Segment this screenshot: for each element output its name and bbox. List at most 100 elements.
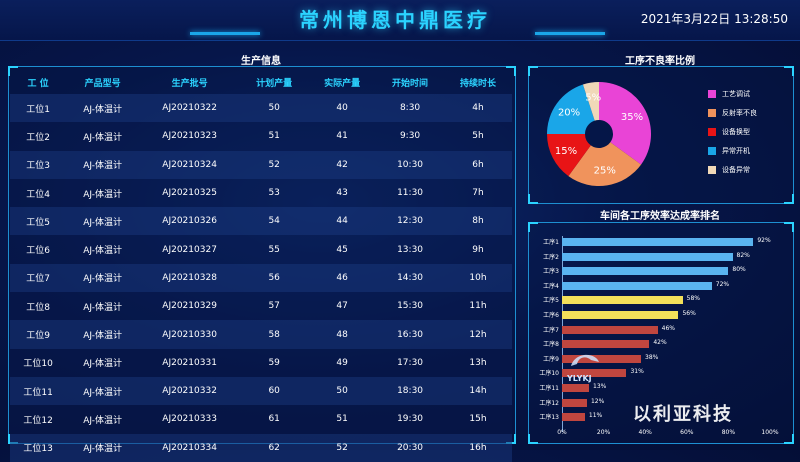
table-cell: 工位8 (10, 292, 67, 321)
table-cell: 16h (444, 433, 512, 462)
column-header: 实际产量 (324, 78, 361, 89)
column-header: 生产批号 (171, 78, 208, 89)
table-cell: 13h (444, 348, 512, 377)
table-row: 工位1 AJ-体温计 AJ20210322 50 40 8:30 4h (10, 94, 512, 123)
table-cell: 50 (308, 376, 377, 406)
table-cell: 41 (308, 122, 377, 151)
bar-8 (562, 340, 650, 349)
legend-label: 反射率不良 (722, 109, 757, 117)
bar-category-label: 工序8 (543, 341, 559, 349)
bar-data-label: 58% (686, 295, 700, 303)
legend-item: 工艺调试 (708, 89, 750, 99)
x-axis-tick-label: 20% (596, 429, 611, 436)
bar-data-label: 80% (732, 266, 746, 274)
defect-ratio-panel (528, 66, 794, 204)
company-logo-text: YLYKJ (567, 374, 592, 383)
table-cell: 工位11 (10, 376, 67, 406)
table-cell: 60 (240, 376, 309, 406)
table-cell: 15h (444, 405, 512, 434)
table-cell: 49 (308, 348, 377, 377)
table-row: 工位3 AJ-体温计 AJ20210324 52 42 10:30 6h (10, 150, 512, 179)
bar-category-label: 工序3 (543, 268, 559, 276)
table-cell: 5h (444, 122, 512, 151)
table-cell: AJ20210325 (139, 178, 241, 208)
x-axis-tick-label: 0% (557, 429, 567, 436)
bar-data-label: 31% (630, 368, 644, 376)
table-cell: 48 (308, 320, 377, 349)
table-cell: 4h (444, 94, 512, 123)
table-cell: 20:30 (376, 433, 445, 462)
bar-category-label: 工序10 (539, 370, 559, 378)
table-row: 工位2 AJ-体温计 AJ20210323 51 41 9:30 5h (10, 122, 512, 151)
efficiency-ranking-title: 车间各工序效率达成率排名 (600, 211, 720, 222)
table-row: 工位7 AJ-体温计 AJ20210328 56 46 14:30 10h (10, 263, 512, 293)
table-row: 工位10 AJ-体温计 AJ20210331 59 49 17:30 13h (10, 348, 512, 377)
bar-category-label: 工序9 (543, 355, 559, 363)
table-cell: 14:30 (376, 263, 445, 293)
table-cell: AJ-体温计 (66, 94, 140, 123)
legend-item: 设备换型 (708, 127, 750, 137)
legend-swatch (708, 166, 716, 174)
table-cell: 61 (240, 405, 309, 434)
table-cell: AJ-体温计 (66, 292, 140, 321)
table-row: 工位11 AJ-体温计 AJ20210332 60 50 18:30 14h (10, 376, 512, 406)
table-cell: AJ-体温计 (66, 348, 140, 377)
table-cell: 9:30 (376, 122, 445, 151)
bar-category-label: 工序6 (543, 312, 559, 319)
production-panel-title: 生产信息 (241, 56, 281, 67)
bar-3 (562, 267, 729, 276)
table-row: 工位4 AJ-体温计 AJ20210325 53 43 11:30 7h (10, 178, 512, 208)
title-underline-left (190, 32, 260, 35)
bar-7 (562, 325, 658, 334)
table-cell: 工位4 (10, 178, 67, 208)
bar-1 (562, 238, 754, 246)
column-header: 产品型号 (84, 78, 121, 89)
table-cell: AJ-体温计 (66, 178, 140, 208)
table-cell: 10h (444, 263, 512, 293)
column-header: 开始时间 (392, 78, 429, 89)
defect-ratio-title: 工序不良率比例 (625, 56, 695, 67)
table-cell: AJ20210332 (139, 376, 241, 406)
bar-data-label: 82% (736, 251, 750, 259)
table-cell: AJ-体温计 (66, 235, 140, 264)
table-cell: 16:30 (376, 320, 445, 349)
table-cell: 59 (240, 348, 309, 377)
table-cell: 54 (240, 207, 309, 236)
table-cell: AJ-体温计 (66, 122, 140, 151)
legend-label: 异常开机 (722, 147, 750, 155)
table-row: 工位13 AJ-体温计 AJ20210334 62 52 20:30 16h (10, 433, 512, 462)
table-row: 工位5 AJ-体温计 AJ20210326 54 44 12:30 8h (10, 207, 512, 236)
bar-data-label: 13% (593, 383, 607, 390)
legend-swatch (708, 147, 716, 155)
table-cell: 42 (308, 150, 377, 179)
bar-5 (562, 296, 683, 305)
table-cell: 8:30 (376, 94, 445, 123)
y-axis-line (562, 236, 563, 432)
table-cell: 52 (240, 150, 309, 179)
table-cell: 45 (308, 235, 377, 264)
table-cell: 10:30 (376, 150, 445, 179)
table-cell: 47 (308, 292, 377, 321)
table-cell: AJ-体温计 (66, 207, 140, 236)
table-cell: 18:30 (376, 376, 445, 406)
table-row: 工位9 AJ-体温计 AJ20210330 58 48 16:30 12h (10, 320, 512, 349)
table-cell: 11h (444, 292, 512, 321)
bar-data-label: 12% (590, 397, 605, 405)
table-cell: AJ20210329 (139, 292, 241, 321)
legend-item: 反射率不良 (708, 108, 757, 118)
bar-12 (562, 398, 587, 407)
table-cell: 工位10 (10, 348, 67, 377)
column-header: 持续时长 (460, 78, 497, 89)
table-cell: AJ-体温计 (66, 263, 140, 293)
table-cell: AJ-体温计 (66, 376, 140, 406)
bar-data-label: 38% (645, 353, 659, 361)
table-cell: 40 (308, 94, 377, 123)
bar-category-label: 工序7 (543, 326, 559, 334)
bar-data-label: 72% (715, 280, 730, 288)
legend-swatch (708, 90, 716, 98)
table-cell: 55 (240, 235, 309, 264)
bar-category-label: 工序2 (543, 253, 559, 261)
table-cell: AJ-体温计 (66, 405, 140, 434)
bar-category-label: 工序5 (543, 297, 559, 305)
x-axis-tick-label: 60% (680, 429, 694, 436)
